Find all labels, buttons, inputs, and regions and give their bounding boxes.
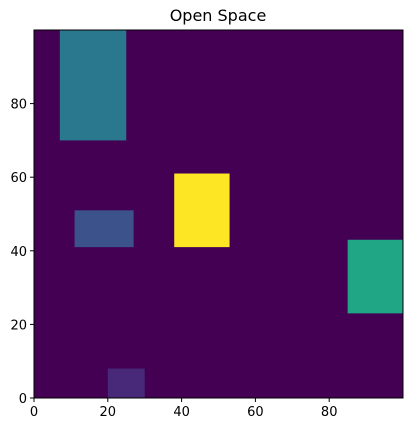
heatmap-region-3	[74, 210, 134, 248]
y-tick-label: 0	[19, 392, 27, 407]
y-tick-label: 40	[10, 245, 27, 260]
x-tick-label: 80	[321, 405, 338, 420]
x-tick-label: 60	[247, 405, 264, 420]
y-tick-label: 80	[10, 98, 27, 113]
x-tick-label: 20	[100, 405, 117, 420]
x-tick-label: 0	[30, 405, 38, 420]
plot-area	[33, 29, 404, 399]
axis-ticks: 0 20 40 60 80 0 20 40 60 80	[10, 98, 337, 420]
x-tick-label: 40	[173, 405, 190, 420]
heatmap-region-5	[107, 368, 145, 398]
heatmap-region-4	[347, 239, 403, 314]
axes-frame	[33, 29, 404, 399]
y-tick-label: 20	[10, 318, 27, 333]
heatmap-region-2	[174, 173, 230, 248]
y-tick-label: 60	[10, 171, 27, 186]
chart-title: Open Space	[170, 6, 267, 25]
heatmap-region-1	[59, 30, 127, 141]
